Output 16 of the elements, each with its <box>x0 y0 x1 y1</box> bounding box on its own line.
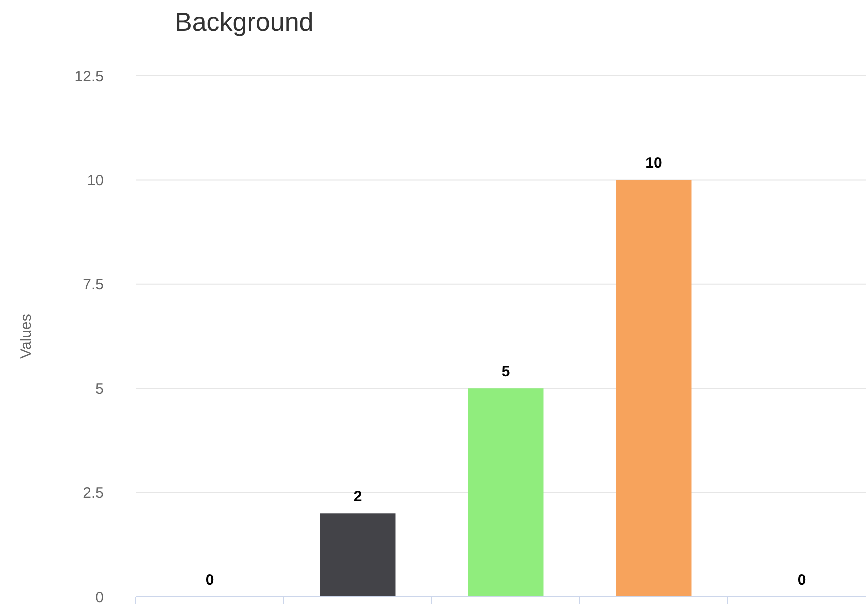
y-axis-title: Values <box>18 314 35 359</box>
data-label: 0 <box>206 572 214 589</box>
y-tick-label: 0 <box>96 589 104 604</box>
y-tick-label: 10 <box>87 172 104 190</box>
chart-title: Background <box>175 7 314 37</box>
bar <box>468 388 544 597</box>
data-label: 2 <box>354 488 362 506</box>
data-label: 5 <box>502 364 510 381</box>
data-label: 10 <box>646 155 662 172</box>
y-tick-label: 5 <box>96 380 104 398</box>
y-tick-label: 7.5 <box>83 276 104 294</box>
y-tick-label: 2.5 <box>83 485 104 502</box>
data-label: 0 <box>798 572 806 589</box>
bar <box>616 180 692 597</box>
bar <box>320 514 396 597</box>
y-tick-label: 12.5 <box>74 68 104 86</box>
